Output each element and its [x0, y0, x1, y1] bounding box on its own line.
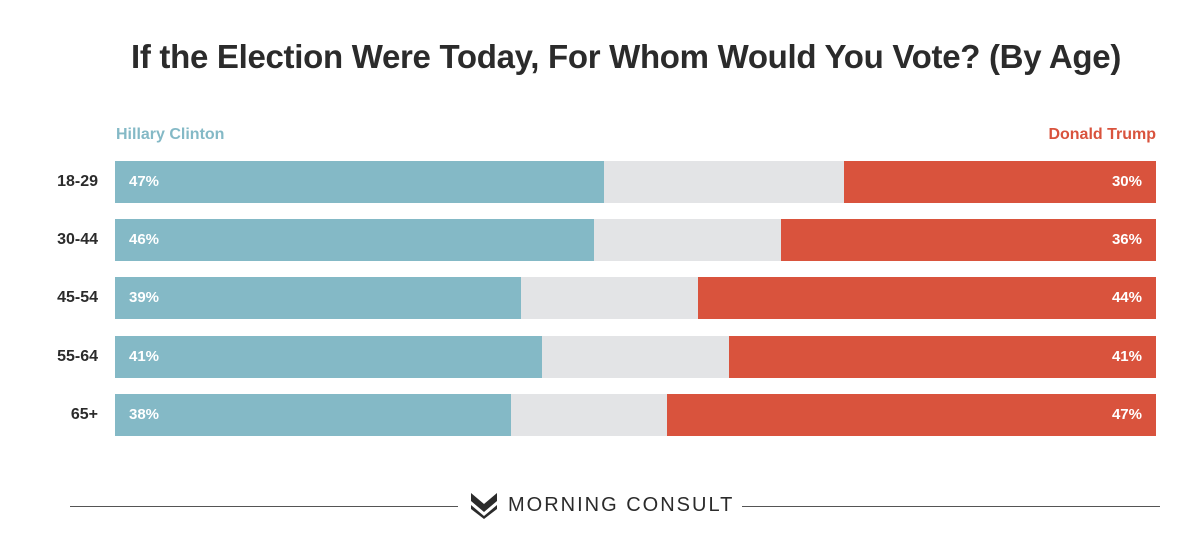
value-label-clinton: 47%	[129, 173, 160, 190]
category-label: 45-54	[57, 289, 98, 307]
value-label-trump: 36%	[1111, 231, 1142, 249]
bar-trump	[666, 393, 1156, 436]
category-label: 65+	[70, 405, 98, 423]
bar-trump	[843, 161, 1156, 203]
category-label: 18-29	[57, 173, 98, 190]
bar-trump	[697, 277, 1156, 320]
bar-remainder	[541, 335, 730, 378]
value-label-trump: 30%	[1111, 173, 1142, 190]
chart-title: If the Election Were Today, For Whom Wou…	[130, 38, 1122, 75]
morning-consult-logo-icon	[471, 493, 497, 519]
value-label-clinton: 46%	[129, 231, 160, 249]
brand-lockup: MORNING CONSULT	[470, 490, 734, 520]
bar-clinton	[115, 219, 594, 262]
bar-clinton	[115, 277, 521, 320]
bar-remainder	[593, 219, 782, 262]
footer-divider-left	[70, 506, 458, 507]
bar-trump	[781, 219, 1156, 262]
bar-remainder	[510, 393, 667, 436]
legend-clinton: Hillary Clinton	[116, 126, 225, 143]
value-label-clinton: 39%	[129, 289, 160, 307]
bar-remainder	[604, 161, 844, 203]
brand-name: MORNING CONSULT	[508, 493, 735, 516]
bar-trump	[729, 335, 1156, 378]
category-label: 55-64	[57, 347, 98, 365]
legend-trump: Donald Trump	[1048, 126, 1156, 143]
bar-clinton	[115, 161, 605, 203]
bar-remainder	[520, 277, 698, 320]
bar-clinton	[115, 335, 542, 378]
value-label-trump: 41%	[1111, 347, 1142, 365]
category-label: 30-44	[57, 231, 98, 249]
value-label-trump: 47%	[1111, 405, 1142, 423]
value-label-trump: 44%	[1111, 289, 1142, 307]
bar-clinton	[115, 393, 511, 436]
value-label-clinton: 38%	[129, 405, 160, 423]
value-label-clinton: 41%	[129, 347, 160, 365]
footer-divider-right	[742, 506, 1160, 507]
